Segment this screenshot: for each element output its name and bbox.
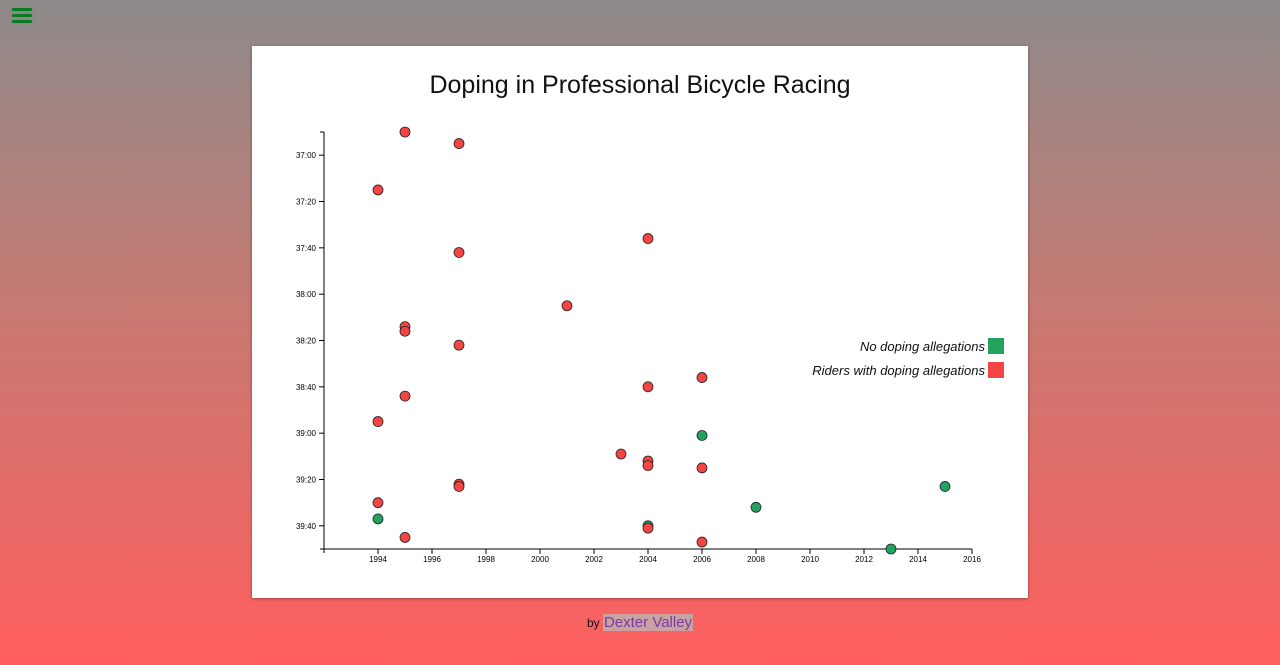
data-point — [453, 138, 465, 149]
hamburger-menu-icon[interactable] — [9, 4, 35, 26]
legend-swatch — [988, 362, 1004, 378]
data-point — [696, 462, 708, 474]
x-tick-label: 1996 — [423, 555, 441, 564]
x-tick-label: 1994 — [369, 555, 387, 564]
footer-prefix: by — [586, 616, 600, 630]
data-point — [399, 325, 411, 337]
legend-item-doping: Riders with doping allegations — [812, 358, 1004, 382]
data-point — [696, 372, 708, 383]
data-point — [642, 381, 654, 393]
y-tick-label: 37:20 — [296, 198, 317, 207]
data-point — [399, 390, 411, 402]
data-point — [372, 497, 384, 509]
author-link[interactable]: Dexter Valley — [602, 614, 694, 631]
data-point — [453, 247, 465, 258]
data-point — [372, 513, 384, 525]
x-tick-label: 2002 — [585, 555, 603, 564]
x-tick-label: 2014 — [909, 555, 927, 564]
legend-label: Riders with doping allegations — [812, 362, 985, 378]
footer: by Dexter Valley — [0, 614, 1280, 631]
x-tick-label: 2000 — [531, 555, 549, 564]
x-tick-label: 2016 — [963, 555, 981, 564]
x-tick-label: 2006 — [693, 555, 711, 564]
data-point — [696, 430, 708, 441]
legend-swatch — [988, 338, 1004, 354]
data-point — [642, 233, 654, 244]
data-point — [372, 184, 384, 196]
legend-label: No doping allegations — [859, 338, 985, 354]
data-point — [561, 300, 573, 312]
chart-title: Doping in Professional Bicycle Racing — [429, 71, 851, 99]
menu-bar — [12, 14, 32, 17]
data-point — [372, 416, 384, 427]
data-point — [885, 543, 897, 555]
legend: No doping allegations Riders with doping… — [812, 334, 1004, 382]
data-point — [642, 460, 654, 472]
y-tick-label: 39:00 — [296, 429, 317, 438]
data-point — [399, 126, 411, 138]
x-tick-label: 2008 — [747, 555, 765, 564]
chart-card: Doping in Professional Bicycle Racing 19… — [252, 46, 1028, 598]
scatter-plot: 1994 1996 1998 2000 2002 2004 2006 2008 2010 2012… — [296, 126, 981, 564]
y-tick-label: 38:20 — [296, 337, 317, 346]
y-tick-label: 37:40 — [296, 244, 317, 253]
data-point — [642, 522, 654, 534]
y-tick-label: 39:40 — [296, 522, 317, 531]
menu-bar — [12, 8, 32, 11]
data-point — [696, 536, 708, 548]
x-tick-label: 2004 — [639, 555, 657, 564]
data-point — [399, 532, 411, 543]
data-point — [453, 339, 465, 351]
data-point — [453, 481, 465, 492]
data-point — [615, 448, 627, 460]
x-tick-label: 2012 — [855, 555, 873, 564]
y-tick-label: 39:20 — [296, 476, 317, 485]
x-tick-label: 2010 — [801, 555, 819, 564]
y-tick-label: 38:40 — [296, 383, 317, 392]
data-point — [750, 501, 762, 513]
x-tick-label: 1998 — [477, 555, 495, 564]
data-point — [939, 481, 951, 492]
y-tick-label: 37:00 — [296, 151, 317, 160]
menu-bar — [12, 20, 32, 23]
legend-item-clean: No doping allegations — [812, 334, 1004, 358]
y-tick-label: 38:00 — [296, 290, 317, 299]
